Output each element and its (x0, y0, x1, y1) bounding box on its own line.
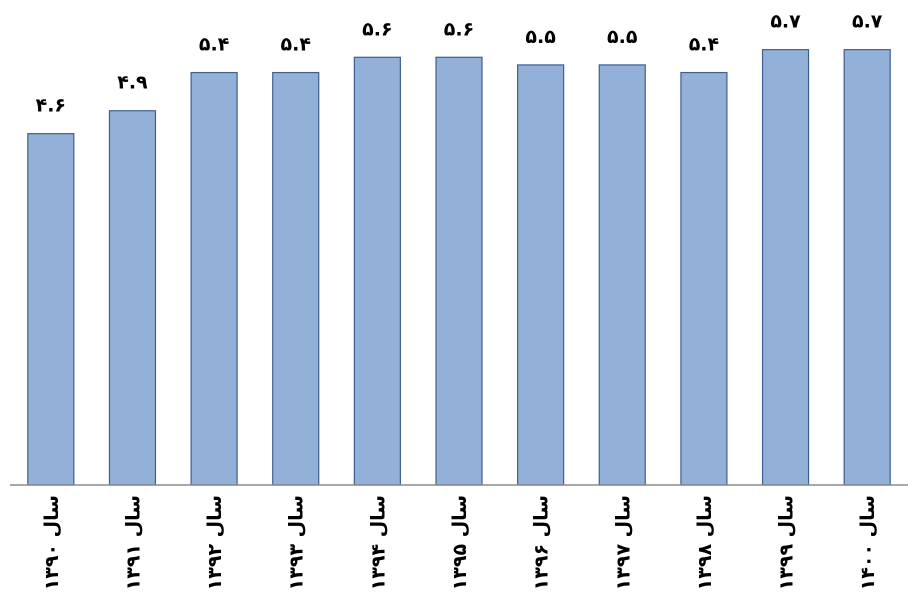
x-tick-label: سال ۱۳۹۵ (449, 495, 471, 590)
value-label: ۵.۴ (199, 34, 229, 56)
bar (517, 64, 565, 486)
x-tick-label: سال ۱۳۹۳ (286, 495, 308, 590)
x-tick-label: سال ۱۳۹۴ (367, 495, 389, 590)
bar (108, 110, 157, 486)
bar (27, 133, 75, 486)
bar (843, 49, 891, 486)
x-tick-label: سال ۱۳۹۰ (41, 495, 63, 590)
value-label: ۴.۶ (36, 95, 66, 117)
x-tick-label: سال ۱۳۹۹ (776, 495, 798, 590)
x-tick-label: سال ۱۳۹۸ (694, 495, 716, 590)
value-label: ۵.۵ (607, 26, 638, 48)
x-tick-label: سال ۱۳۹۱ (122, 495, 144, 590)
x-tick-label: سال ۱۳۹۶ (531, 495, 553, 590)
x-tick-label: سال ۱۳۹۷ (612, 495, 634, 590)
value-label: ۴.۹ (117, 72, 148, 94)
value-label: ۵.۶ (444, 18, 474, 40)
bar (761, 49, 810, 486)
value-label: ۵.۷ (770, 11, 801, 33)
value-label: ۵.۴ (281, 34, 311, 56)
x-tick-label: سال ۱۳۹۲ (204, 495, 226, 590)
x-tick-label: سال ۱۴۰۰ (857, 495, 879, 590)
bar (598, 64, 646, 486)
value-label: ۵.۶ (362, 18, 392, 40)
bar (435, 56, 483, 486)
value-label: ۵.۵ (525, 26, 556, 48)
bar (190, 71, 238, 486)
value-label: ۵.۷ (852, 11, 883, 33)
bar (353, 56, 401, 486)
bar (680, 71, 728, 486)
bar (272, 71, 320, 486)
value-label: ۵.۴ (689, 34, 719, 56)
